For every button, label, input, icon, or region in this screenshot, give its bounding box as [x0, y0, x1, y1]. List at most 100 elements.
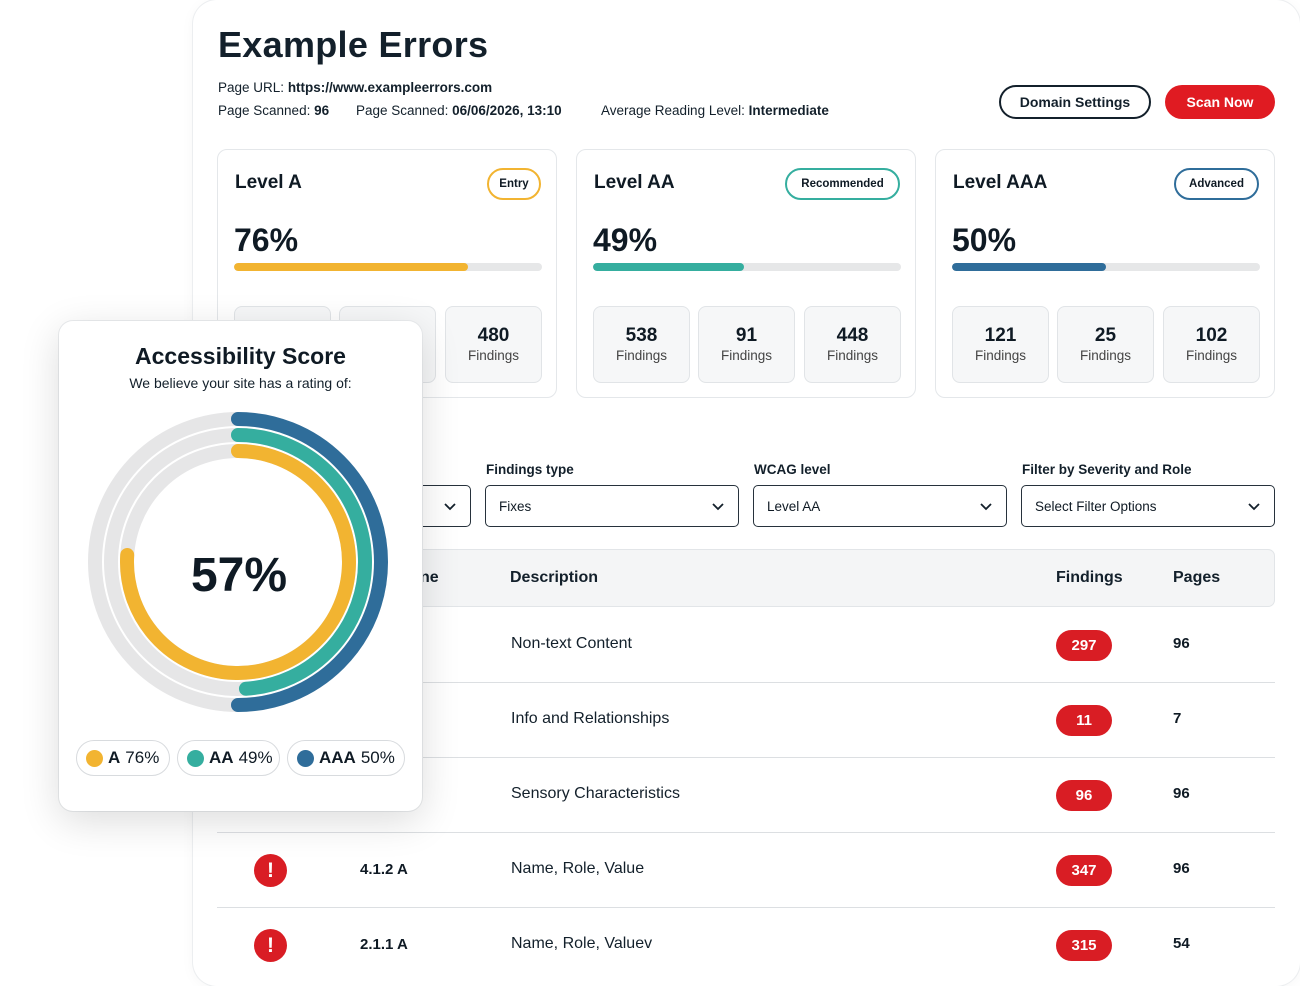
findings-box[interactable]: 480 Findings — [445, 306, 542, 383]
findings-badge: 347 — [1056, 855, 1112, 886]
findings-box[interactable]: 102 Findings — [1163, 306, 1260, 383]
findings-type-value: Fixes — [499, 498, 532, 514]
findings-box[interactable]: 91 Findings — [698, 306, 795, 383]
row-criterion-code: 4.1.2 A — [360, 861, 408, 878]
findings-count: 448 — [836, 325, 869, 346]
findings-box[interactable]: 121 Findings — [952, 306, 1049, 383]
table-row[interactable]: Sensory Characteristics 96 96 — [217, 758, 1275, 833]
legend-item-aaa: AAA 50% — [287, 740, 405, 776]
table-row[interactable]: Info and Relationships 11 7 — [217, 683, 1275, 758]
last-scanned-value: 06/06/2026, 13:10 — [452, 103, 562, 118]
legend-name: AAA — [319, 748, 356, 767]
findings-label: Findings — [826, 348, 879, 363]
level-title: Level AAA — [953, 172, 1048, 193]
level-title: Level AA — [594, 172, 675, 193]
findings-box[interactable]: 448 Findings — [804, 306, 901, 383]
error-icon: ! — [254, 854, 287, 887]
row-pages: 7 — [1173, 710, 1182, 727]
level-badge: Recommended — [785, 168, 900, 200]
level-aa-card: Level AA Recommended 49% 538 Findings 91… — [576, 149, 916, 398]
column-name-header[interactable]: ne — [420, 569, 439, 586]
level-title: Level A — [235, 172, 302, 193]
score-value: 57% — [191, 549, 287, 602]
findings-label: Findings — [974, 348, 1027, 363]
findings-badge: 96 — [1056, 780, 1112, 811]
pages-scanned-value: 96 — [314, 103, 330, 118]
row-criterion-code: 2.1.1 A — [360, 936, 408, 953]
legend-value: 49% — [238, 748, 273, 767]
pages-scanned-line: Page Scanned: 96 — [218, 103, 329, 118]
legend-item-aa: AA 49% — [177, 740, 280, 776]
row-pages: 96 — [1173, 635, 1190, 652]
column-findings-header[interactable]: Findings — [1056, 569, 1123, 586]
level-progress-bar — [234, 263, 542, 271]
findings-count: 121 — [984, 325, 1017, 346]
row-description: Sensory Characteristics — [511, 785, 680, 802]
ring-a — [120, 444, 356, 680]
level-progress-bar — [593, 263, 901, 271]
row-description: Info and Relationships — [511, 710, 670, 727]
level-badge: Entry — [487, 168, 541, 200]
level-progress-fill — [593, 263, 744, 271]
score-subtitle: We believe your site has a rating of: — [129, 375, 352, 391]
level-badge: Advanced — [1174, 168, 1259, 200]
legend-value: 76% — [125, 748, 160, 767]
reading-level-line: Average Reading Level: Intermediate — [601, 103, 829, 118]
chevron-down-icon — [1248, 503, 1260, 511]
row-pages: 54 — [1173, 935, 1190, 952]
column-pages-header[interactable]: Pages — [1173, 569, 1221, 586]
score-title: Accessibility Score — [135, 343, 346, 369]
findings-label: Findings — [1185, 348, 1238, 363]
page-title: Example Errors — [218, 24, 489, 65]
legend-dot — [187, 749, 204, 767]
row-description: Non-text Content — [511, 635, 632, 652]
findings-badge: 315 — [1056, 930, 1112, 961]
accessibility-score-card: Accessibility Score We believe your site… — [59, 321, 422, 811]
wcag-level-value: Level AA — [767, 498, 821, 514]
chevron-down-icon — [712, 503, 724, 511]
error-icon: ! — [254, 929, 287, 962]
findings-badge: 297 — [1056, 630, 1112, 661]
findings-label: Findings — [615, 348, 668, 363]
severity-filter-select[interactable]: Select Filter Options — [1021, 485, 1275, 527]
level-percent: 76% — [234, 222, 299, 258]
legend-item-a: A 76% — [76, 740, 170, 776]
findings-label: Findings — [1079, 348, 1132, 363]
findings-box[interactable]: 25 Findings — [1057, 306, 1154, 383]
pages-scanned-label: Page Scanned: — [218, 103, 311, 118]
findings-type-select[interactable]: Fixes — [485, 485, 739, 527]
findings-badge: 11 — [1056, 705, 1112, 736]
legend-name: A — [108, 748, 121, 767]
findings-label: Findings — [720, 348, 773, 363]
findings-count: 480 — [477, 325, 510, 346]
level-aaa-card: Level AAA Advanced 50% 121 Findings 25 F… — [935, 149, 1275, 398]
page-url-line: Page URL: https://www.exampleerrors.com — [218, 80, 492, 95]
chevron-down-icon — [444, 503, 456, 511]
page-url-label: Page URL: — [218, 80, 285, 95]
chevron-down-icon — [980, 503, 992, 511]
findings-count: 102 — [1195, 325, 1228, 346]
row-description: Name, Role, Value — [511, 860, 645, 877]
legend-dot — [86, 749, 103, 767]
column-description-header[interactable]: Description — [510, 569, 599, 586]
ring-aaa — [231, 412, 388, 712]
level-percent: 49% — [593, 222, 658, 258]
table-row[interactable]: ! 2.1.1 A Name, Role, Valuev 315 54 — [217, 908, 1275, 983]
score-donut-chart: 57% — [88, 412, 388, 712]
last-scanned-label: Page Scanned: — [356, 103, 449, 118]
level-progress-fill — [952, 263, 1106, 271]
severity-filter-value: Select Filter Options — [1035, 498, 1157, 514]
legend-name: AA — [209, 748, 234, 767]
legend-dot — [297, 749, 314, 767]
wcag-level-select[interactable]: Level AA — [753, 485, 1007, 527]
ring-aa — [231, 428, 372, 696]
table-row[interactable]: Non-text Content 297 96 — [217, 608, 1275, 683]
findings-count: 25 — [1094, 325, 1117, 346]
scan-now-button[interactable]: Scan Now — [1165, 85, 1275, 119]
domain-settings-button[interactable]: Domain Settings — [999, 85, 1151, 119]
legend-value: 50% — [360, 748, 395, 767]
findings-type-label: Findings type — [486, 462, 574, 477]
findings-box[interactable]: 538 Findings — [593, 306, 690, 383]
table-row[interactable]: ! 4.1.2 A Name, Role, Value 347 96 — [217, 833, 1275, 908]
findings-label: Findings — [467, 348, 520, 363]
